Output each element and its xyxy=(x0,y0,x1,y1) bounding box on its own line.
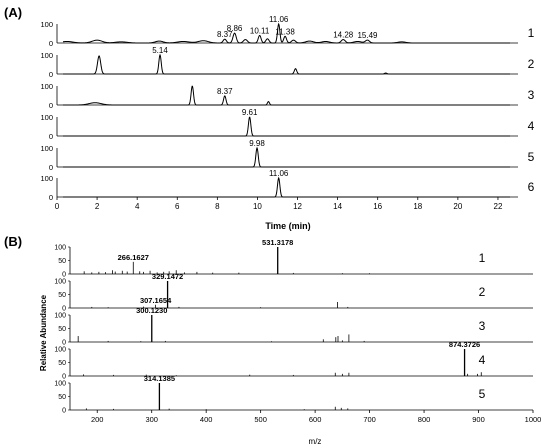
peak-label-8.37: 8.37 xyxy=(217,30,233,39)
trace-number-2: 2 xyxy=(528,57,535,71)
trace-6-line xyxy=(63,176,510,198)
peak-label-8.86: 8.86 xyxy=(227,24,243,33)
spectrum-number-3: 3 xyxy=(479,319,486,333)
trace-number-1: 1 xyxy=(528,26,535,40)
panel-a-label: (A) xyxy=(4,5,22,20)
spectrum-2-ytick-label-50: 50 xyxy=(58,292,66,299)
xtick-label-14: 14 xyxy=(333,202,342,211)
spectrum-4-ytick-label-0: 0 xyxy=(62,374,66,381)
trace-4-ytick-min: 0 xyxy=(49,132,53,141)
spectrum-5-ytick-label-50: 50 xyxy=(58,394,66,401)
trace-3-ytick-min: 0 xyxy=(49,101,53,110)
trace-6-ytick-max: 100 xyxy=(40,174,53,183)
spectrum-number-5: 5 xyxy=(479,387,486,401)
trace-3-line xyxy=(63,85,510,106)
panel-a-xlabel: Time (min) xyxy=(265,221,310,231)
mz-tick-label-500: 500 xyxy=(254,415,267,424)
mz-label-531.3178: 531.3178 xyxy=(262,238,293,247)
spectrum-2-ytick-label-0: 0 xyxy=(62,306,66,313)
spectrum-3-ytick-label-0: 0 xyxy=(62,340,66,347)
mz-tick-label-900: 900 xyxy=(472,415,485,424)
mz-label-300.1230: 300.1230 xyxy=(136,306,167,315)
mz-label-874.3726: 874.3726 xyxy=(449,340,480,349)
spectrum-1-ytick-label-0: 0 xyxy=(62,272,66,279)
xtick-label-22: 22 xyxy=(494,202,503,211)
xtick-label-8: 8 xyxy=(215,202,220,211)
spectrum-3-ytick-label-100: 100 xyxy=(54,313,66,320)
trace-number-3: 3 xyxy=(528,88,535,102)
xtick-label-12: 12 xyxy=(293,202,302,211)
xtick-label-6: 6 xyxy=(175,202,180,211)
peak-label-9.98: 9.98 xyxy=(249,139,265,148)
xtick-label-2: 2 xyxy=(95,202,100,211)
mz-tick-label-1000: 1000 xyxy=(525,415,542,424)
spectrum-2-ytick-label-100: 100 xyxy=(54,279,66,286)
mz-tick-label-800: 800 xyxy=(418,415,431,424)
trace-2-line xyxy=(63,53,510,75)
trace-3-ytick-max: 100 xyxy=(40,82,53,91)
trace-6-ytick-min: 0 xyxy=(49,193,53,202)
peak-label-10.11: 10.11 xyxy=(250,26,270,35)
spectrum-3-ytick-label-50: 50 xyxy=(58,326,66,333)
xtick-label-4: 4 xyxy=(135,202,140,211)
trace-4-ytick-max: 100 xyxy=(40,113,53,122)
trace-number-5: 5 xyxy=(528,150,535,164)
mz-tick-label-600: 600 xyxy=(309,415,322,424)
panel-b-label: (B) xyxy=(4,234,22,249)
trace-number-6: 6 xyxy=(528,180,535,194)
xtick-label-18: 18 xyxy=(413,202,422,211)
spectrum-1-ytick-label-50: 50 xyxy=(58,258,66,265)
peak-label-15.49: 15.49 xyxy=(357,31,378,40)
trace-5-ytick-max: 100 xyxy=(40,144,53,153)
trace-1-ytick-max: 100 xyxy=(40,20,53,29)
panel-b: 050100266.1627531.31781050100329.1472307… xyxy=(54,238,541,424)
xtick-label-16: 16 xyxy=(373,202,382,211)
peak-label-8.37: 8.37 xyxy=(217,87,233,96)
mz-label-329.1472: 329.1472 xyxy=(152,272,183,281)
spectrum-4-ytick-label-100: 100 xyxy=(54,347,66,354)
mz-label-307.1654: 307.1654 xyxy=(140,296,172,305)
xtick-label-0: 0 xyxy=(55,202,60,211)
peak-label-11.06: 11.06 xyxy=(269,15,289,24)
spectrum-1-ytick-label-100: 100 xyxy=(54,245,66,252)
trace-1-ytick-min: 0 xyxy=(49,39,53,48)
peak-label-5.14: 5.14 xyxy=(152,46,168,55)
peak-label-11.06: 11.06 xyxy=(269,169,289,178)
trace-1-line xyxy=(62,22,510,44)
trace-4-line xyxy=(63,116,510,137)
peak-label-11.38: 11.38 xyxy=(275,27,295,36)
xtick-label-10: 10 xyxy=(253,202,262,211)
peak-label-9.61: 9.61 xyxy=(242,108,258,117)
trace-2-ytick-min: 0 xyxy=(49,70,53,79)
trace-2-ytick-max: 100 xyxy=(40,51,53,60)
mz-tick-label-700: 700 xyxy=(363,415,376,424)
spectrum-5-ytick-label-100: 100 xyxy=(54,381,66,388)
spectrum-4-ytick-label-50: 50 xyxy=(58,360,66,367)
mz-tick-label-300: 300 xyxy=(145,415,158,424)
mz-label-314.1385: 314.1385 xyxy=(144,374,175,383)
spectrum-number-2: 2 xyxy=(479,285,486,299)
spectrum-number-4: 4 xyxy=(479,353,486,367)
trace-5-ytick-min: 0 xyxy=(49,163,53,172)
mz-tick-label-400: 400 xyxy=(200,415,213,424)
trace-5-line xyxy=(63,146,510,168)
mz-tick-label-200: 200 xyxy=(91,415,104,424)
spectrum-number-1: 1 xyxy=(479,251,486,265)
spectrum-5-ytick-label-0: 0 xyxy=(62,408,66,415)
trace-number-4: 4 xyxy=(528,119,535,133)
mz-label-266.1627: 266.1627 xyxy=(118,253,149,262)
panel-b-xlabel: m/z xyxy=(309,437,322,446)
xtick-label-20: 20 xyxy=(453,202,462,211)
peak-label-14.28: 14.28 xyxy=(333,31,354,40)
panel-b-ylabel: Relative Abundance xyxy=(39,294,48,371)
